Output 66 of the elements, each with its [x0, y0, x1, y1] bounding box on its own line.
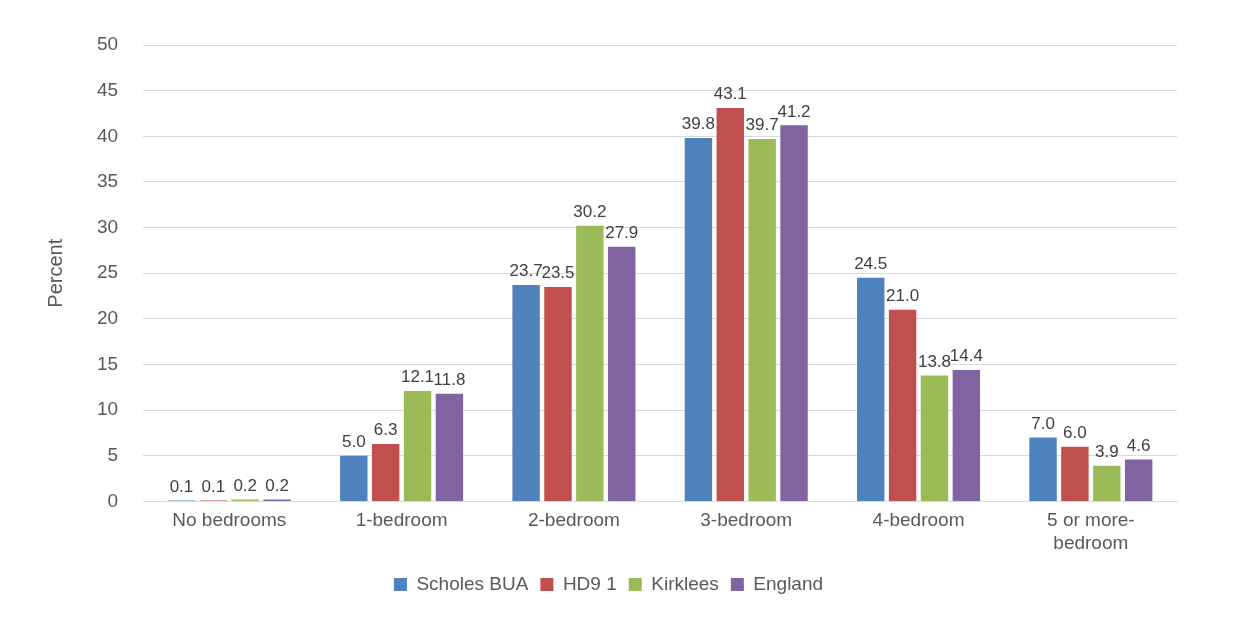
data-label: 39.8: [681, 114, 715, 134]
bar: [512, 285, 540, 501]
data-label: 0.2: [265, 475, 289, 495]
y-tick-label: 30: [96, 215, 119, 237]
data-label: 12.1: [400, 367, 435, 387]
y-axis-title: Percent: [43, 238, 66, 308]
data-label: 43.1: [713, 84, 747, 104]
x-tick-label: No bedrooms: [172, 509, 287, 531]
data-label: 3.9: [1094, 441, 1119, 461]
y-tick-label: 45: [96, 78, 119, 100]
bar: [857, 277, 885, 501]
data-label: 0.1: [169, 476, 194, 496]
data-label: 5.0: [341, 431, 366, 451]
data-label: 24.5: [854, 253, 888, 273]
bar: [952, 369, 981, 501]
y-tick-label: 35: [96, 170, 119, 192]
data-label: 21.0: [886, 285, 920, 305]
x-tick-label: 3-bedroom: [700, 509, 793, 531]
bar: [608, 246, 636, 501]
data-label: 6.3: [373, 420, 398, 440]
data-label: 41.2: [777, 101, 811, 121]
data-label: 7.0: [1031, 413, 1055, 433]
legend-label: HD9 1: [562, 572, 617, 594]
bar: [1124, 459, 1153, 501]
data-label: 13.8: [917, 351, 952, 371]
y-tick-label: 20: [96, 307, 119, 329]
bar: [716, 107, 744, 501]
y-tick-label: 40: [96, 124, 119, 146]
data-label: 6.0: [1063, 422, 1087, 442]
data-label: 30.2: [573, 201, 607, 221]
legend-label: Scholes BUA: [416, 572, 529, 594]
bar: [920, 375, 949, 501]
bar: [576, 225, 604, 501]
x-tick-label: 1-bedroom: [355, 509, 448, 531]
y-tick-label: 15: [96, 352, 119, 374]
y-tick-label: 10: [96, 398, 119, 420]
bar: [435, 393, 464, 501]
bar: [780, 125, 808, 501]
bar: [1061, 446, 1089, 501]
legend-label: England: [753, 572, 824, 594]
bar: [684, 138, 713, 501]
data-label: 14.4: [949, 346, 983, 366]
bar: [403, 390, 432, 501]
data-label: 0.2: [233, 475, 258, 495]
data-label: 23.7: [509, 261, 543, 281]
bar: [544, 286, 572, 501]
x-tick-label: 4-bedroom: [872, 509, 965, 531]
data-label: 39.7: [745, 115, 779, 135]
bar: [888, 309, 917, 501]
bar: [1029, 437, 1057, 501]
x-tick-label: 2-bedroom: [527, 509, 620, 531]
y-tick-label: 25: [96, 261, 119, 283]
data-label: 0.1: [201, 476, 226, 496]
bar: [371, 443, 400, 501]
data-label: 23.5: [541, 263, 575, 283]
y-tick-label: 5: [107, 443, 119, 465]
data-label: 11.8: [433, 369, 466, 389]
bar: [1093, 465, 1121, 501]
bar: [340, 455, 368, 501]
y-tick-label: 0: [107, 489, 119, 511]
bar: [748, 139, 776, 501]
x-tick-label: 5 or more-bedroom: [1047, 509, 1135, 553]
y-tick-label: 50: [96, 33, 119, 55]
legend-label: Kirklees: [651, 572, 719, 594]
data-label: 27.9: [605, 222, 639, 242]
data-label: 4.6: [1126, 435, 1151, 455]
